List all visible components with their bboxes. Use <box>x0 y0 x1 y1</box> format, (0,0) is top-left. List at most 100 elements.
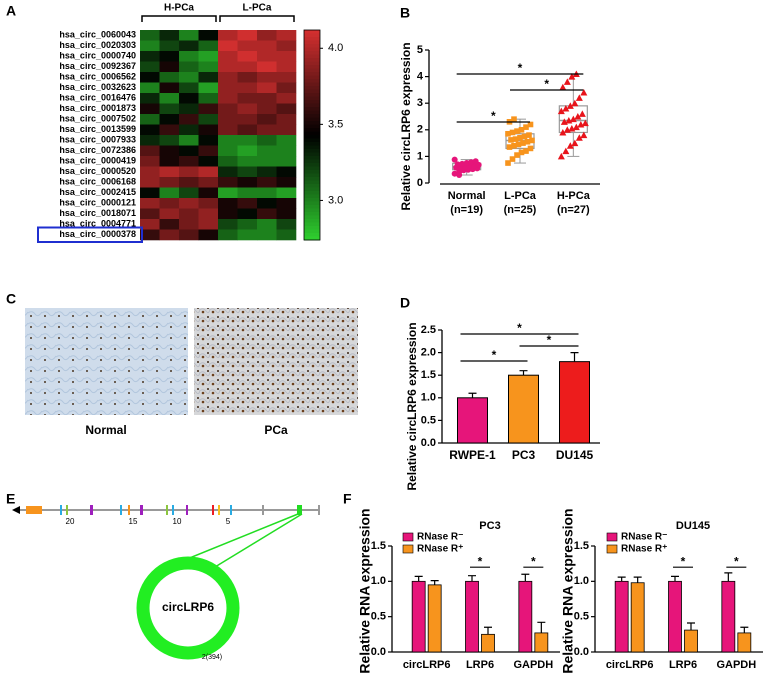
y-tick-label: 0.5 <box>371 611 386 623</box>
heatmap-cell <box>276 93 297 104</box>
y-tick-label: 3 <box>417 97 423 109</box>
row-label: hsa_circ_0018071 <box>59 208 136 218</box>
data-point <box>521 133 528 140</box>
legend-label: RNase R⁻ <box>417 532 463 543</box>
data-point <box>468 159 475 166</box>
heatmap-cell <box>276 198 297 209</box>
heatmap-cell <box>179 145 199 157</box>
heatmap-cell <box>276 72 297 83</box>
colorbar-segment <box>304 114 320 118</box>
heatmap-cell <box>257 187 277 199</box>
y-axis-label: Relative RNA expression <box>357 508 373 673</box>
x-tick-label: GAPDH <box>513 659 553 671</box>
heatmap-cell <box>140 103 160 115</box>
colorbar-segment <box>304 226 320 230</box>
heatmap-cell <box>198 103 219 115</box>
data-point <box>562 147 570 155</box>
colorbar-segment <box>304 51 320 55</box>
heatmap-cell <box>159 114 180 125</box>
error-bar <box>468 392 477 398</box>
heatmap-cell <box>198 82 219 94</box>
y-tick-label: 0.5 <box>421 414 436 426</box>
heatmap-cell <box>140 198 160 209</box>
x-tick-label: Normal <box>448 190 486 202</box>
data-point <box>569 115 577 123</box>
colorbar-segment <box>304 86 320 90</box>
data-point <box>572 123 580 131</box>
heatmap-cell <box>159 166 180 178</box>
heatmap-cell <box>159 103 180 115</box>
heatmap-cell <box>218 40 238 52</box>
significance-star: * <box>478 554 483 568</box>
colorbar-segment <box>304 65 320 69</box>
heatmap-cell <box>276 208 297 220</box>
heatmap-cell <box>257 124 277 136</box>
heatmap-cell <box>159 145 180 157</box>
heatmap-cell <box>257 145 277 157</box>
y-tick-label: 2.0 <box>421 347 436 359</box>
colorbar-segment <box>304 93 320 97</box>
colorbar-segment <box>304 212 320 216</box>
data-point <box>512 136 519 142</box>
colorbar-segment <box>304 233 320 237</box>
heatmap-cell <box>198 135 219 146</box>
heatmap-cell <box>198 114 219 125</box>
heatmap-cell <box>237 198 258 209</box>
heatmap-cell <box>140 229 160 241</box>
heatmap-cell <box>198 124 219 136</box>
data-point <box>580 89 588 96</box>
heatmap-cell <box>276 61 297 73</box>
heatmap-cell <box>198 198 219 209</box>
colorbar-segment <box>304 47 320 52</box>
significance-star: * <box>734 554 739 568</box>
row-label: hsa_circ_0016476 <box>59 93 136 103</box>
row-label: hsa_circ_0000419 <box>59 156 136 166</box>
legend-swatch <box>606 532 618 542</box>
x-tick-label: DU145 <box>556 448 594 462</box>
data-point <box>559 128 567 136</box>
row-label: hsa_circ_0006168 <box>59 177 136 187</box>
data-point <box>559 83 567 91</box>
heatmap-cell <box>218 93 238 104</box>
colorbar-segment <box>304 194 320 199</box>
heatmap-cell <box>237 30 258 41</box>
heatmap-cell <box>218 51 238 62</box>
data-point <box>520 140 526 146</box>
heatmap-cell <box>237 124 258 136</box>
row-label: hsa_circ_0060043 <box>59 30 136 40</box>
heatmap-cell <box>237 103 258 115</box>
significance-star: * <box>492 348 497 362</box>
error-bar <box>484 626 492 635</box>
heatmap-cell <box>179 40 199 52</box>
colorbar-segment <box>304 222 320 227</box>
data-point <box>511 116 517 122</box>
legend-swatch <box>606 544 618 554</box>
heatmap-cell <box>179 177 199 188</box>
colorbar-segment <box>304 54 320 59</box>
heatmap-cell <box>218 72 238 83</box>
colorbar-segment <box>304 75 320 80</box>
colorbar-segment <box>304 184 320 188</box>
colorbar-segment <box>304 33 320 38</box>
heatmap-cell <box>237 51 258 62</box>
bar <box>559 361 590 444</box>
data-point <box>505 130 511 137</box>
heatmap-cell <box>140 61 160 73</box>
heatmap-cell <box>257 177 277 188</box>
heatmap-cell <box>237 82 258 94</box>
heatmap-cell <box>237 177 258 188</box>
significance-star: * <box>518 61 523 75</box>
colorbar-tick-label: 4.0 <box>328 42 343 54</box>
highlight-box <box>37 226 143 243</box>
bar <box>457 397 488 444</box>
exon-label: 5 <box>226 517 231 526</box>
colorbar-segment <box>304 156 320 160</box>
bar <box>737 632 752 653</box>
colorbar-segment <box>304 215 320 220</box>
colorbar-segment <box>304 79 320 83</box>
heatmap-cell <box>257 51 277 62</box>
heatmap-cell <box>198 30 219 41</box>
heatmap-cell <box>218 82 238 94</box>
y-tick-label: 1.5 <box>574 540 589 552</box>
